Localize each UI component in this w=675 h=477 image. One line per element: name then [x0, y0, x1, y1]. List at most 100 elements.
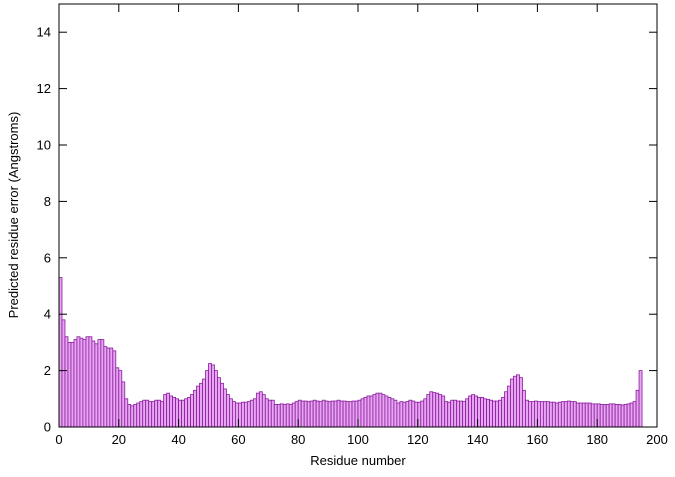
- bar: [226, 394, 230, 428]
- bar: [635, 389, 640, 428]
- bar: [73, 339, 78, 428]
- bar: [261, 394, 266, 428]
- y-axis-label: Predicted residue error (Angstroms): [6, 112, 21, 319]
- bar: [76, 336, 81, 428]
- bar: [390, 398, 395, 428]
- bar: [330, 400, 335, 428]
- bar: [483, 398, 487, 428]
- bar: [575, 402, 580, 428]
- bar: [157, 399, 162, 428]
- bar: [566, 400, 571, 428]
- y-tick-label: 0: [44, 420, 51, 435]
- bar: [318, 401, 323, 428]
- bar: [345, 401, 350, 428]
- x-tick-label: 100: [347, 432, 369, 447]
- bar: [608, 403, 613, 428]
- bar: [363, 396, 368, 428]
- bar: [578, 402, 583, 428]
- bar: [172, 396, 177, 428]
- bar: [258, 391, 263, 428]
- bar: [617, 404, 622, 428]
- bar: [67, 341, 72, 428]
- bar: [166, 392, 171, 428]
- bar: [282, 404, 287, 428]
- bar: [504, 391, 508, 428]
- bar: [300, 400, 305, 428]
- bar: [267, 399, 272, 428]
- bar: [270, 399, 275, 428]
- bar: [614, 404, 619, 428]
- bar: [438, 394, 443, 428]
- bar: [103, 346, 108, 428]
- bar: [193, 389, 197, 428]
- bar: [321, 399, 326, 428]
- bar: [548, 401, 553, 428]
- bar: [169, 395, 174, 428]
- bar: [450, 399, 455, 428]
- bar: [360, 398, 365, 428]
- bar: [208, 363, 212, 428]
- bar: [399, 401, 404, 428]
- bar: [187, 396, 191, 428]
- y-tick-label: 12: [37, 81, 51, 96]
- bar: [348, 401, 353, 428]
- bar: [528, 401, 532, 428]
- x-tick-label: 120: [407, 432, 429, 447]
- bar: [205, 370, 209, 428]
- x-tick-label: 200: [646, 432, 668, 447]
- bar: [264, 398, 269, 428]
- bar: [426, 394, 431, 428]
- bar: [569, 401, 574, 428]
- bar: [471, 394, 476, 428]
- x-tick-label: 180: [586, 432, 608, 447]
- bar: [513, 375, 517, 428]
- bar: [252, 398, 257, 428]
- bar: [429, 391, 434, 428]
- bar: [584, 402, 589, 428]
- bar: [312, 399, 317, 428]
- bar: [411, 400, 416, 428]
- bar: [97, 339, 102, 428]
- bar: [276, 404, 281, 428]
- bar: [115, 367, 120, 428]
- bar: [408, 399, 413, 428]
- bar: [202, 378, 206, 428]
- bar: [91, 340, 96, 428]
- bar: [384, 395, 389, 428]
- bar: [605, 404, 610, 428]
- bar: [133, 404, 138, 428]
- bar: [136, 402, 141, 428]
- bar: [249, 399, 254, 428]
- bar: [229, 398, 233, 428]
- bar: [199, 382, 203, 428]
- bar: [130, 405, 135, 428]
- x-tick-label: 40: [171, 432, 185, 447]
- bar: [351, 400, 356, 428]
- bar: [572, 401, 577, 428]
- bar: [145, 399, 150, 428]
- bar: [214, 370, 218, 428]
- bar: [94, 343, 99, 428]
- y-tick-label: 8: [44, 194, 51, 209]
- bar: [554, 402, 559, 428]
- bar: [181, 399, 185, 428]
- y-tick-label: 4: [44, 307, 51, 322]
- bar: [590, 403, 595, 428]
- bar: [273, 404, 278, 428]
- bar: [232, 401, 236, 428]
- bar: [211, 364, 215, 428]
- bar: [112, 350, 117, 428]
- plot-frame: [58, 3, 658, 428]
- bar: [255, 392, 260, 428]
- bar: [480, 396, 484, 428]
- bar: [184, 398, 188, 428]
- bar: [599, 404, 604, 428]
- bar: [223, 388, 227, 428]
- bar: [387, 396, 392, 428]
- bar: [70, 341, 75, 428]
- bar: [602, 404, 607, 428]
- bar: [423, 398, 428, 428]
- x-axis-label: Residue number: [310, 453, 406, 468]
